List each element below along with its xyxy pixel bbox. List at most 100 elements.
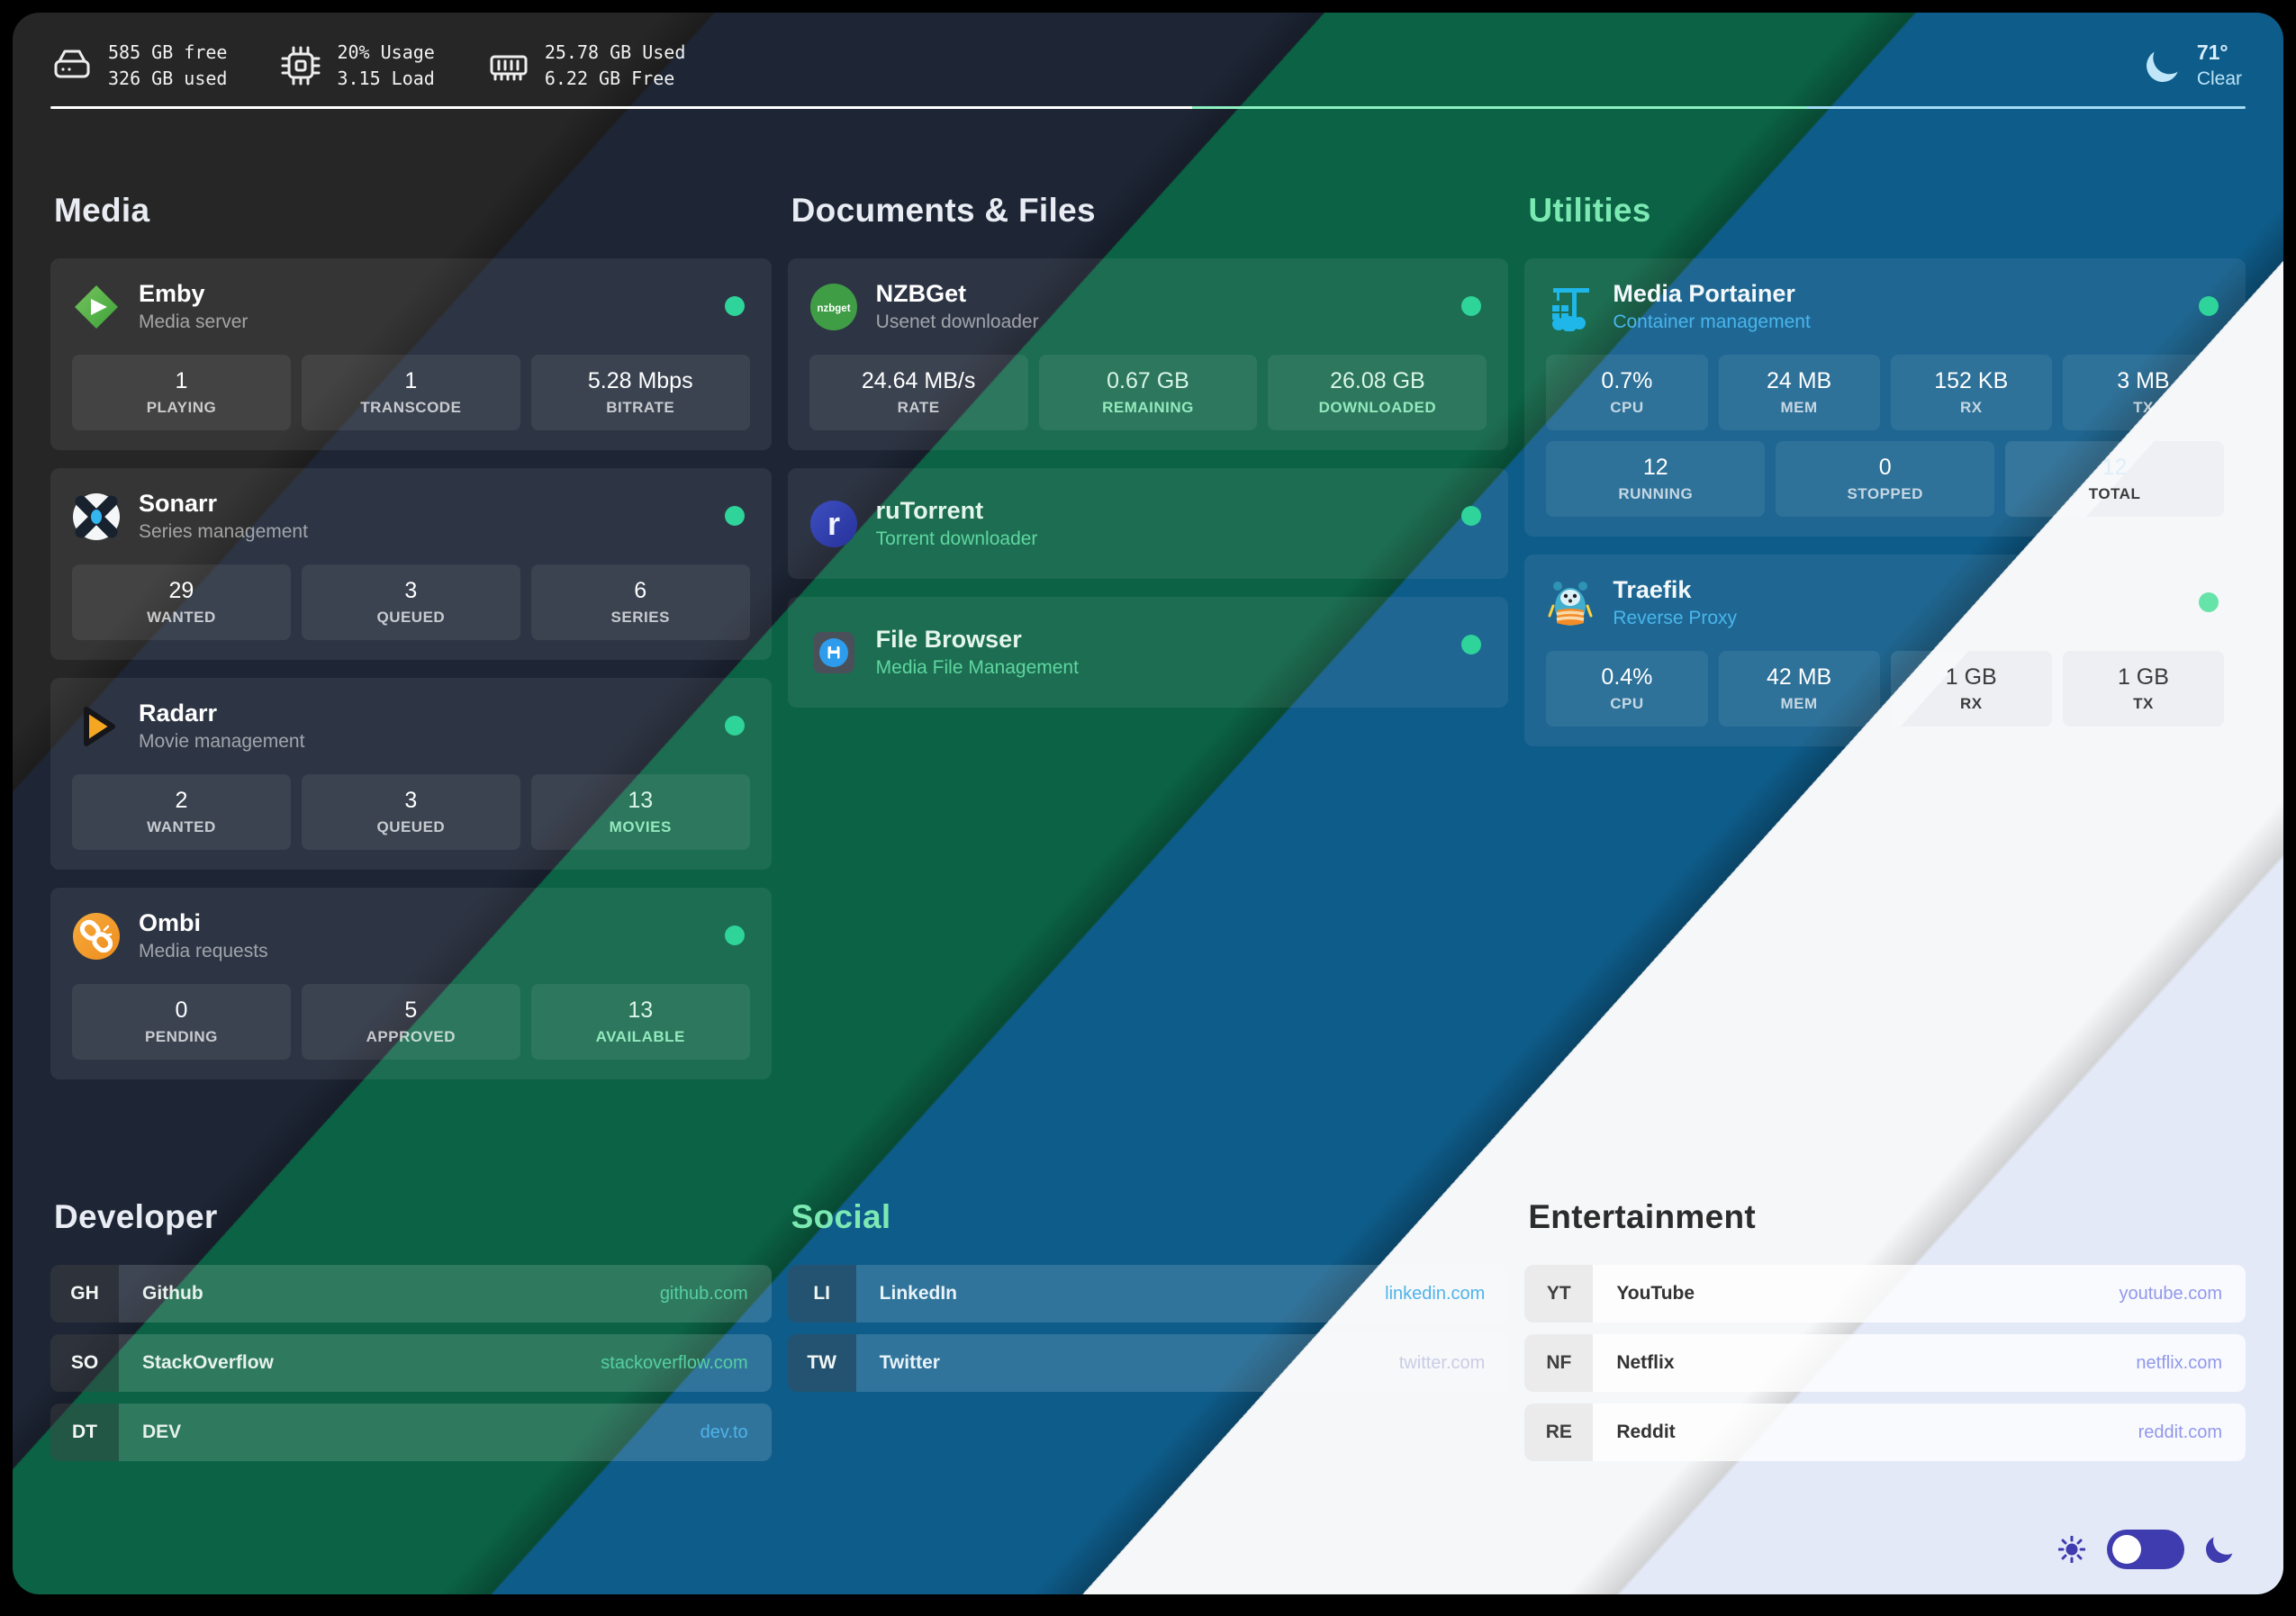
bookmark-github[interactable]: GH Github github.com <box>50 1265 772 1323</box>
section-developer: Developer GH Github github.com SO StackO… <box>50 1198 772 1473</box>
bookmark-tag: GH <box>50 1265 119 1323</box>
bookmark-name: StackOverflow <box>142 1352 274 1373</box>
radarr-icon <box>72 702 121 751</box>
services-grid: Media Emby Media server 1 PLAYING 1 TRA <box>50 192 2246 1097</box>
section-title-developer: Developer <box>54 1198 218 1235</box>
bookmark-url: netflix.com <box>2136 1352 2222 1373</box>
service-card-ombi[interactable]: Ombi Media requests 0 PENDING 5 APPROVED 1… <box>50 888 772 1079</box>
svg-text:r: r <box>827 505 840 542</box>
status-dot <box>1461 635 1482 655</box>
section-entertainment: Entertainment YT YouTube youtube.com NF … <box>1524 1198 2246 1473</box>
bookmark-tag: DT <box>50 1404 119 1461</box>
service-card-nzbget[interactable]: nzbget NZBGet Usenet downloader 24.64 MB… <box>787 258 1509 450</box>
service-card-filebrowser[interactable]: File Browser Media File Management <box>787 597 1509 708</box>
stat-box: 24.64 MB/s RATE <box>809 355 1028 430</box>
bookmark-name: Netflix <box>1616 1352 1675 1373</box>
portainer-icon <box>1546 283 1595 331</box>
service-name: Emby <box>139 280 205 307</box>
bookmark-url: stackoverflow.com <box>601 1352 748 1373</box>
bookmark-name: Twitter <box>879 1352 940 1373</box>
bookmark-url: youtube.com <box>2119 1283 2222 1304</box>
bookmark-name: DEV <box>142 1422 182 1442</box>
service-card-portainer[interactable]: Media Portainer Container management 0.7… <box>1524 258 2246 537</box>
svg-text:nzbget: nzbget <box>817 303 850 314</box>
section-media: Media Emby Media server 1 PLAYING 1 TRA <box>50 192 772 1097</box>
service-card-traefik[interactable]: Traefik Reverse Proxy 0.4% CPU 42 MB MEM 1… <box>1524 555 2246 746</box>
status-dot <box>2199 296 2219 316</box>
ombi-icon <box>72 912 121 961</box>
service-name: Radarr <box>139 700 218 727</box>
stat-box: 24 MB MEM <box>1718 355 1880 430</box>
stat-box: 1 TRANSCODE <box>301 355 520 430</box>
sun-icon <box>2058 1536 2085 1563</box>
section-title-documents: Documents & Files <box>791 192 1096 229</box>
stat-box: 29 WANTED <box>72 564 291 640</box>
bookmark-name: LinkedIn <box>879 1283 957 1304</box>
bookmark-dev[interactable]: DT DEV dev.to <box>50 1404 772 1461</box>
service-name: Media Portainer <box>1613 280 1795 307</box>
bookmark-tag: TW <box>787 1334 856 1392</box>
bookmark-reddit[interactable]: RE Reddit reddit.com <box>1524 1404 2246 1461</box>
bookmark-tag: NF <box>1524 1334 1594 1392</box>
theme-toggle-area <box>2058 1530 2233 1569</box>
service-name: Traefik <box>1613 576 1692 603</box>
bookmark-twitter[interactable]: TW Twitter twitter.com <box>787 1334 1509 1392</box>
status-dot <box>1461 296 1482 316</box>
service-name: ruTorrent <box>875 497 984 524</box>
service-desc: Media requests <box>139 941 268 961</box>
stat-box: 12 RUNNING <box>1546 441 1766 517</box>
service-desc: Series management <box>139 521 308 542</box>
weather-widget: 71° Clear <box>2147 40 2242 92</box>
stat-box: 5.28 Mbps BITRATE <box>530 355 750 430</box>
bookmark-name: Reddit <box>1616 1422 1676 1442</box>
service-card-sonarr[interactable]: Sonarr Series management 29 WANTED 3 QUEUE… <box>50 468 772 660</box>
service-desc: Movie management <box>139 731 305 752</box>
stat-box: 42 MB MEM <box>1718 651 1880 727</box>
traefik-icon <box>1546 579 1595 627</box>
service-desc: Media server <box>139 311 249 332</box>
stat-box: 12 TOTAL <box>2005 441 2224 517</box>
bookmark-tag: LI <box>787 1265 856 1323</box>
section-title-media: Media <box>54 192 150 229</box>
toggle-knob <box>2112 1535 2141 1564</box>
disk-free: 585 GB free <box>108 41 228 63</box>
status-dot <box>724 716 745 736</box>
moon-icon <box>2143 47 2182 86</box>
cpu-usage: 20% Usage <box>337 41 435 63</box>
rutorrent-icon: r <box>809 500 858 548</box>
bookmark-url: github.com <box>659 1283 748 1304</box>
service-name: File Browser <box>875 626 1022 653</box>
emby-icon <box>72 283 121 331</box>
cpu-icon <box>281 46 321 86</box>
status-dot <box>2199 592 2219 612</box>
stat-box: 0 PENDING <box>72 984 291 1060</box>
topbar-divider <box>50 106 2246 109</box>
stat-box: 3 QUEUED <box>301 564 520 640</box>
cpu-usage-stat: 20% Usage 3.15 Load <box>279 40 435 92</box>
status-dot <box>724 506 745 526</box>
service-card-rutorrent[interactable]: r ruTorrent Torrent downloader <box>787 468 1509 579</box>
disk-used: 326 GB used <box>108 68 228 89</box>
bookmark-stackoverflow[interactable]: SO StackOverflow stackoverflow.com <box>50 1334 772 1392</box>
bookmark-url: reddit.com <box>2138 1422 2222 1442</box>
section-utilities: Utilities <box>1524 192 2246 764</box>
stat-box: 0.4% CPU <box>1546 651 1708 727</box>
theme-toggle-switch[interactable] <box>2107 1530 2184 1569</box>
service-desc: Torrent downloader <box>875 528 1038 549</box>
service-card-emby[interactable]: Emby Media server 1 PLAYING 1 TRANSCODE 5.… <box>50 258 772 450</box>
service-card-radarr[interactable]: Radarr Movie management 2 WANTED 3 QUEUED … <box>50 678 772 870</box>
bookmark-name: Github <box>142 1283 203 1304</box>
weather-condition: Clear <box>2196 68 2242 89</box>
status-dot <box>724 925 745 945</box>
bookmark-youtube[interactable]: YT YouTube youtube.com <box>1524 1265 2246 1323</box>
stat-box: 3 MB TX <box>2062 355 2225 430</box>
stat-box: 13 AVAILABLE <box>530 984 750 1060</box>
service-name: NZBGet <box>875 280 967 307</box>
ram-free: 6.22 GB Free <box>544 68 675 89</box>
section-title-utilities: Utilities <box>1528 192 1651 229</box>
service-desc: Container management <box>1613 311 1811 332</box>
stat-box: 0 STOPPED <box>1776 441 1995 517</box>
bookmark-netflix[interactable]: NF Netflix netflix.com <box>1524 1334 2246 1392</box>
bookmark-linkedin[interactable]: LI LinkedIn linkedin.com <box>787 1265 1509 1323</box>
section-title-social: Social <box>791 1198 891 1235</box>
